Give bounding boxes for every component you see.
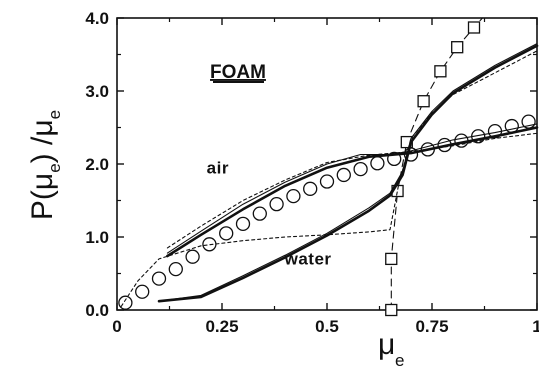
- series-line-7: [157, 44, 539, 303]
- circle-marker: [303, 181, 318, 196]
- square-marker: [451, 41, 464, 54]
- y-axis-label: P(μe) /μe: [26, 110, 64, 220]
- y-label-part: P(μ: [26, 173, 59, 220]
- circle-marker: [219, 226, 234, 241]
- series-group: [118, 17, 539, 317]
- series-line-2: [166, 132, 538, 249]
- circle-marker: [269, 196, 284, 212]
- x-axis-label: μ: [378, 328, 395, 361]
- circle-marker: [168, 261, 183, 277]
- circle-marker: [487, 123, 503, 139]
- circle-marker: [151, 271, 167, 286]
- y-label-part: ) /μ: [26, 119, 59, 163]
- y-tick-label: 3.0: [85, 82, 109, 101]
- y-tick-label: 2.0: [85, 155, 109, 174]
- y-label-subscript: e: [45, 110, 64, 119]
- series-line-0: [166, 123, 538, 254]
- circle-marker: [118, 295, 133, 310]
- square-marker: [385, 252, 398, 266]
- circle-marker: [387, 151, 402, 167]
- circle-marker: [286, 188, 301, 204]
- x-tick-label: 0.5: [315, 317, 339, 336]
- y-tick-label: 4.0: [85, 9, 109, 28]
- circle-marker: [521, 114, 536, 129]
- annotation-label: air: [207, 158, 229, 177]
- series-line-1: [166, 126, 539, 258]
- x-tick-label: 0.25: [205, 317, 238, 336]
- series-line-8: [120, 50, 538, 307]
- y-label-subscript: e: [45, 163, 64, 172]
- circle-marker: [202, 237, 217, 252]
- circle-marker: [471, 129, 486, 144]
- circle-marker: [420, 142, 435, 157]
- circle-marker: [437, 137, 452, 153]
- ticks: 0 0.25 0.5 0.75 1 0.0 1.0 2.0 3.0 4.0: [85, 9, 539, 336]
- circle-marker: [235, 216, 251, 232]
- circle-marker: [454, 133, 469, 148]
- circle-marker: [319, 174, 335, 189]
- square-marker: [467, 21, 481, 34]
- x-axis-label-subscript: e: [395, 351, 404, 369]
- circle-marker: [135, 284, 150, 299]
- square-marker: [417, 95, 430, 108]
- square-marker: [385, 303, 398, 317]
- circle-marker: [336, 167, 351, 183]
- square-marker: [434, 65, 447, 78]
- y-axis-label-text: P(μe) /μe: [26, 110, 64, 220]
- circle-marker: [353, 161, 368, 177]
- circle-marker: [370, 156, 385, 171]
- y-tick-label: 1.0: [85, 228, 109, 247]
- circle-marker: [252, 206, 267, 221]
- y-tick-label: 0.0: [85, 301, 109, 320]
- x-tick-label: 0.75: [415, 317, 448, 336]
- series-line-4: [390, 17, 483, 311]
- chart-title: FOAM: [210, 62, 266, 83]
- x-tick-label: 1: [532, 317, 539, 336]
- circle-marker: [185, 249, 200, 264]
- annotation-label: water: [284, 250, 332, 269]
- x-tick-label: 0: [112, 317, 121, 336]
- circle-marker: [504, 118, 519, 134]
